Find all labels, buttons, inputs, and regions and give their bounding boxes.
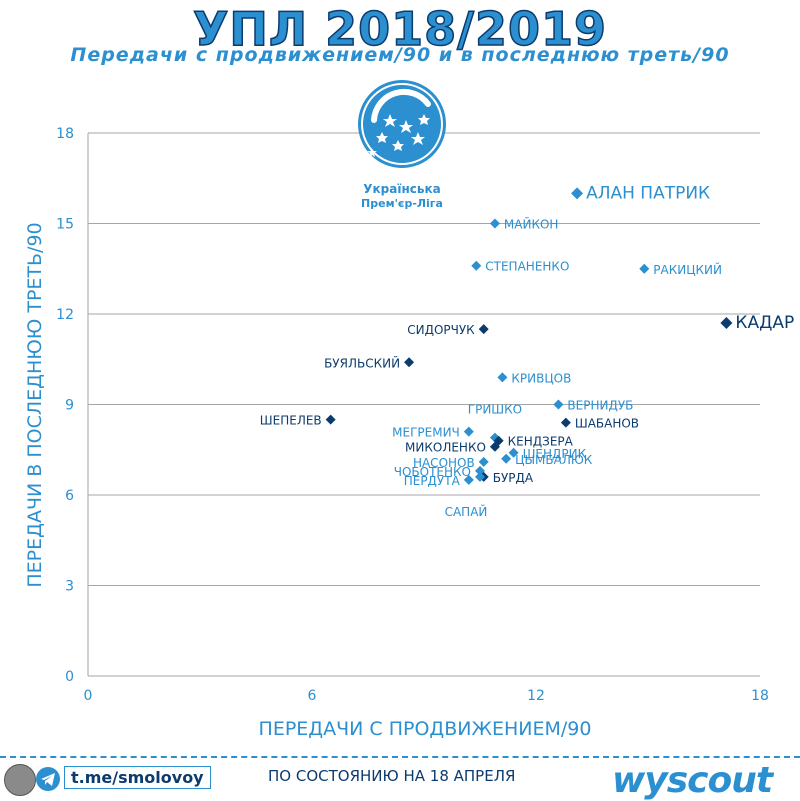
data-point [720,317,733,330]
point-label: САПАЙ [445,504,488,519]
point-label: ШАБАНОВ [575,417,639,431]
data-point [475,471,485,482]
point-label: ПЕРДУТА [404,474,461,488]
point-label: ГРИШКО [468,403,522,417]
telegram-link[interactable]: t.me/smolovoy [64,766,211,789]
league-logo: Українська Прем'єр-Ліга [358,80,446,210]
point-label: ШЕПЕЛЕВ [260,414,322,428]
footer: t.me/smolovoy ПО СОСТОЯНИЮ НА 18 АПРЕЛЯ … [0,760,800,801]
y-tick-label: 3 [65,579,74,595]
chart-subtitle: Передачи с продвижением/90 и в последнюю… [70,44,730,66]
x-axis-label: ПЕРЕДАЧИ С ПРОДВИЖЕНИЕМ/90 [259,718,592,740]
point-label: ЦЫМБАЛЮК [515,453,593,467]
point-label: СТЕПАНЕНКО [485,260,569,274]
y-tick-label: 18 [56,126,74,142]
telegram-icon [36,767,60,791]
point-label: СИДОРЧУК [407,323,475,337]
logo-text-line1: Українська [363,182,440,196]
data-point [463,426,474,437]
point-label: ВЕРНИДУБ [567,399,633,413]
page-title: УПЛ 2018/2019 [192,1,608,57]
author-avatar [4,764,36,796]
data-point [497,372,508,383]
x-tick-label: 0 [84,688,93,704]
point-label: КЕНДЗЕРА [508,435,574,449]
data-point [639,263,650,274]
data-point [489,441,500,452]
y-tick-label: 9 [65,398,74,414]
x-tick-label: 12 [527,688,545,704]
wyscout-logo: wyscout [612,760,773,801]
y-tick-label: 12 [56,307,74,323]
x-tick-label: 18 [751,688,769,704]
data-point [463,474,474,485]
y-tick-label: 6 [65,488,74,504]
point-label: ШЕНДРИК [523,447,587,461]
y-tick-label: 15 [56,217,74,233]
point-label: АЛАН ПАТРИК [586,183,710,203]
x-tick-label: 6 [308,688,317,704]
data-point [501,453,512,464]
data-point [508,447,519,458]
data-point [404,357,415,368]
data-point [471,260,482,271]
y-axis-label: ПЕРЕДАЧИ В ПОСЛЕДНЮЮ ТРЕТЬ/90 [24,222,46,587]
logo-text-line2: Прем'єр-Ліга [361,197,443,210]
data-point [325,414,336,425]
data-point [489,218,500,229]
point-label: КРИВЦОВ [511,371,571,385]
point-label: БУЯЛЬСКИЙ [324,355,400,370]
point-label: МАЙКОН [504,217,559,232]
data-point [478,324,489,335]
point-label: ЧОБОТЕНКО [394,465,471,479]
data-point [553,399,564,410]
footer-divider [0,756,800,758]
data-point [478,456,489,467]
as-of-date: ПО СОСТОЯНИЮ НА 18 АПРЕЛЯ [268,767,516,785]
point-label: БУРДА [493,471,534,485]
axes: 0 3 6 9 12 15 18 0 6 12 18 [56,126,769,704]
y-tick-label: 0 [65,669,74,685]
point-label: КАДАР [735,313,794,333]
data-points: АЛАН ПАТРИК МАЙКОН СТЕПАНЕНКО РАКИЦКИЙ КАДАР… [260,183,794,519]
data-point [560,417,571,428]
point-label: НАСОНОВ [413,456,475,470]
point-label: МИКОЛЕНКО [405,441,486,455]
data-point [571,187,584,200]
point-label: РАКИЦКИЙ [653,262,722,277]
point-label: МЕГРЕМИЧ [392,426,460,440]
